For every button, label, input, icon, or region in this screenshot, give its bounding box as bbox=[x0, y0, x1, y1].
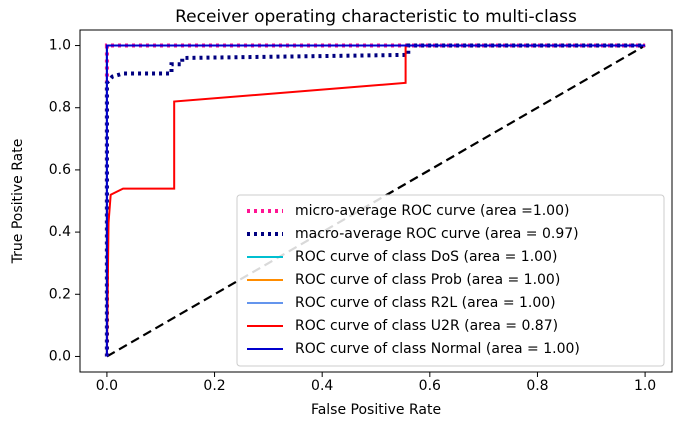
x-tick-label: 0.0 bbox=[96, 378, 118, 394]
x-tick-label: 0.6 bbox=[419, 378, 441, 394]
roc-line bbox=[105, 44, 646, 357]
x-tick-label: 1.0 bbox=[634, 378, 656, 394]
plot-frame bbox=[79, 29, 673, 373]
roc-line bbox=[104, 43, 646, 357]
legend-label: micro-average ROC curve (area =1.00) bbox=[295, 203, 569, 219]
legend-label: ROC curve of class R2L (area = 1.00) bbox=[295, 295, 556, 311]
legend-label: ROC curve of class U2R (area = 0.87) bbox=[295, 318, 558, 334]
x-tick-label: 0.8 bbox=[526, 378, 548, 394]
x-tick-label: 0.2 bbox=[203, 378, 225, 394]
legend-label: ROC curve of class Prob (area = 1.00) bbox=[295, 272, 560, 288]
y-tick-label: 0.0 bbox=[49, 348, 71, 364]
y-tick-label: 0.2 bbox=[49, 286, 71, 302]
legend-label: ROC curve of class DoS (area = 1.00) bbox=[295, 249, 557, 265]
y-tick-label: 0.4 bbox=[49, 224, 71, 240]
y-tick-label: 1.0 bbox=[49, 38, 71, 54]
x-axis-label: False Positive Rate bbox=[311, 402, 441, 418]
y-axis-label: True Positive Rate bbox=[10, 139, 26, 265]
legend-label: ROC curve of class Normal (area = 1.00) bbox=[295, 341, 580, 357]
legend-label: macro-average ROC curve (area = 0.97) bbox=[295, 226, 579, 242]
legend-box bbox=[236, 194, 665, 367]
chart-title: Receiver operating characteristic to mul… bbox=[175, 7, 577, 27]
x-tick-label: 0.4 bbox=[311, 378, 333, 394]
y-tick-label: 0.8 bbox=[49, 100, 71, 116]
y-tick-label: 0.6 bbox=[49, 162, 71, 178]
roc-line bbox=[105, 44, 646, 357]
